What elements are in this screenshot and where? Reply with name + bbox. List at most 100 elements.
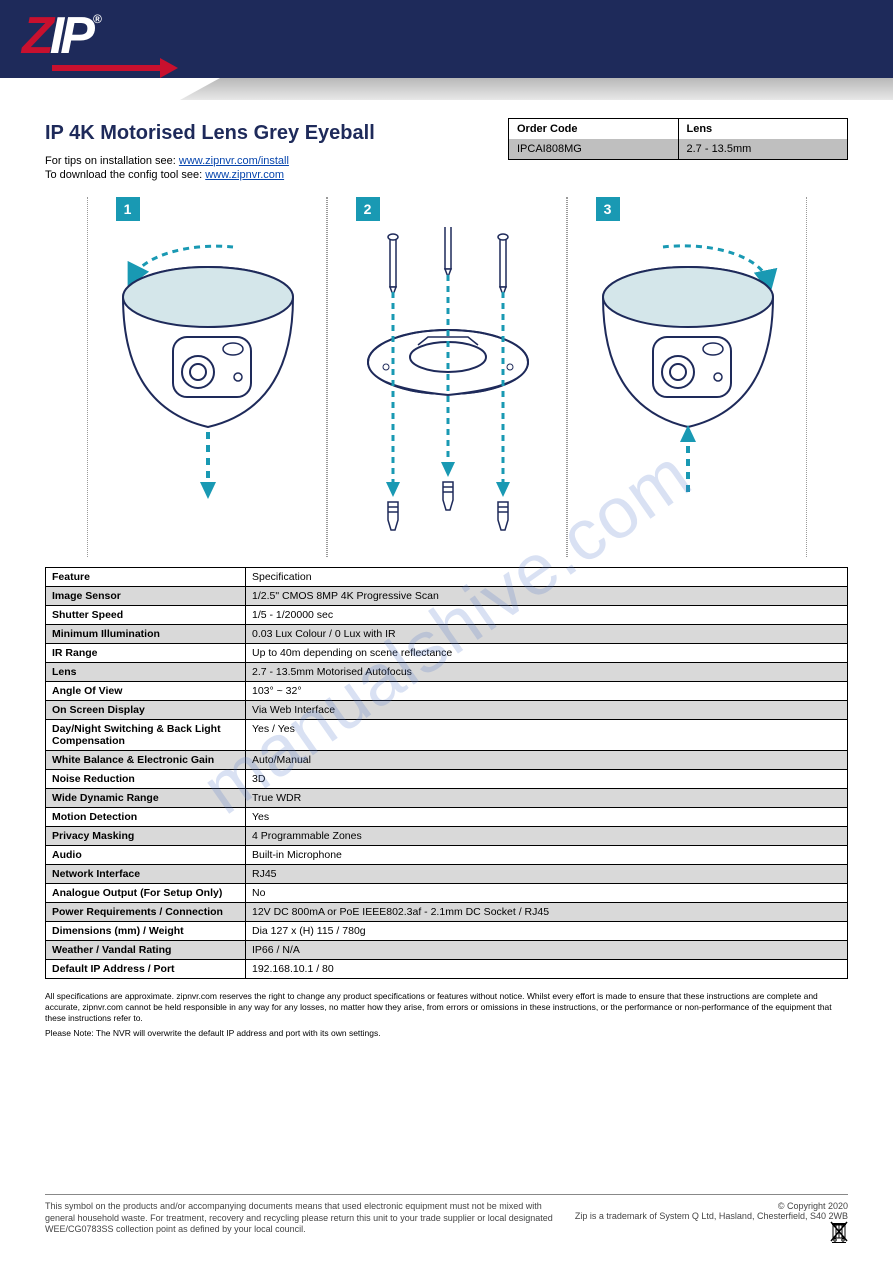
logo-registered: ®	[93, 12, 98, 26]
table-row: Day/Night Switching & Back Light Compens…	[46, 720, 848, 751]
spec-feature-cell: Audio	[46, 846, 246, 865]
table-row: Network InterfaceRJ45	[46, 865, 848, 884]
footnote-2: Please Note: The NVR will overwrite the …	[45, 1028, 848, 1039]
spec-feature-cell: Power Requirements / Connection	[46, 903, 246, 922]
spec-feature-cell: Privacy Masking	[46, 827, 246, 846]
tips-link[interactable]: www.zipnvr.com/install	[179, 155, 289, 167]
spec-value-cell: 2.7 - 13.5mm Motorised Autofocus	[246, 663, 848, 682]
table-row: Minimum Illumination0.03 Lux Colour / 0 …	[46, 625, 848, 644]
table-row: On Screen DisplayVia Web Interface	[46, 701, 848, 720]
links-block: For tips on installation see: www.zipnvr…	[45, 155, 375, 181]
title-and-links: IP 4K Motorised Lens Grey Eyeball For ti…	[45, 118, 375, 183]
download-link[interactable]: www.zipnvr.com	[205, 169, 284, 181]
order-head-code: Order Code	[509, 119, 679, 139]
logo-ip: IP	[50, 7, 91, 65]
spec-value-cell: IP66 / N/A	[246, 941, 848, 960]
table-row: Privacy Masking4 Programmable Zones	[46, 827, 848, 846]
spec-feature-cell: Motion Detection	[46, 808, 246, 827]
table-row: Image Sensor1/2.5" CMOS 8MP 4K Progressi…	[46, 587, 848, 606]
order-lens-value: 2.7 - 13.5mm	[679, 139, 848, 159]
spec-value-cell: Specification	[246, 568, 848, 587]
footer-right: © Copyright 2020 Zip is a trademark of S…	[575, 1201, 848, 1245]
logo-z: Z	[22, 7, 50, 65]
spec-feature-cell: Day/Night Switching & Back Light Compens…	[46, 720, 246, 751]
download-link-line: To download the config tool see: www.zip…	[45, 169, 375, 181]
spec-feature-cell: White Balance & Electronic Gain	[46, 751, 246, 770]
spec-value-cell: 1/5 - 1/20000 sec	[246, 606, 848, 625]
mount-diagram-2-icon	[328, 227, 568, 547]
table-row: FeatureSpecification	[46, 568, 848, 587]
spec-value-cell: 0.03 Lux Colour / 0 Lux with IR	[246, 625, 848, 644]
footer-notes: All specifications are approximate. zipn…	[45, 991, 848, 1039]
download-link-label: To download the config tool see:	[45, 169, 205, 181]
step-badge-3: 3	[596, 197, 620, 221]
spec-feature-cell: Wide Dynamic Range	[46, 789, 246, 808]
footer-zip-line: Zip is a trademark of System Q Ltd, Hasl…	[575, 1211, 848, 1221]
logo-arrow-icon	[52, 60, 182, 76]
step-badge-1: 1	[116, 197, 140, 221]
spec-feature-cell: Default IP Address / Port	[46, 960, 246, 979]
installation-figure: 1 2	[87, 197, 807, 557]
spec-value-cell: True WDR	[246, 789, 848, 808]
table-row: Power Requirements / Connection12V DC 80…	[46, 903, 848, 922]
spec-feature-cell: Feature	[46, 568, 246, 587]
spec-value-cell: Built-in Microphone	[246, 846, 848, 865]
order-value-row: IPCAI808MG 2.7 - 13.5mm	[509, 139, 847, 159]
table-row: Angle Of View103° ~ 32°	[46, 682, 848, 701]
spec-value-cell: Via Web Interface	[246, 701, 848, 720]
page-content: IP 4K Motorised Lens Grey Eyeball For ti…	[0, 100, 893, 1039]
spec-feature-cell: Network Interface	[46, 865, 246, 884]
spec-value-cell: 103° ~ 32°	[246, 682, 848, 701]
table-row: Noise Reduction3D	[46, 770, 848, 789]
table-row: Weather / Vandal RatingIP66 / N/A	[46, 941, 848, 960]
spec-value-cell: 192.168.10.1 / 80	[246, 960, 848, 979]
spec-feature-cell: IR Range	[46, 644, 246, 663]
spec-feature-cell: Lens	[46, 663, 246, 682]
table-row: IR RangeUp to 40m depending on scene ref…	[46, 644, 848, 663]
figure-step-2: 2	[327, 197, 567, 557]
camera-diagram-1-icon	[88, 227, 328, 547]
table-row: Default IP Address / Port192.168.10.1 / …	[46, 960, 848, 979]
table-row: Wide Dynamic RangeTrue WDR	[46, 789, 848, 808]
spec-value-cell: Auto/Manual	[246, 751, 848, 770]
table-row: Lens2.7 - 13.5mm Motorised Autofocus	[46, 663, 848, 682]
spec-value-cell: Up to 40m depending on scene reflectance	[246, 644, 848, 663]
weee-bin-icon	[830, 1221, 848, 1245]
table-row: Analogue Output (For Setup Only)No	[46, 884, 848, 903]
order-code-box: Order Code Lens IPCAI808MG 2.7 - 13.5mm	[508, 118, 848, 160]
spec-feature-cell: Shutter Speed	[46, 606, 246, 625]
step-badge-2: 2	[356, 197, 380, 221]
spec-feature-cell: Image Sensor	[46, 587, 246, 606]
table-row: AudioBuilt-in Microphone	[46, 846, 848, 865]
order-code-value: IPCAI808MG	[509, 139, 679, 159]
header-band: ZIP®	[0, 0, 893, 100]
table-row: Dimensions (mm) / WeightDia 127 x (H) 11…	[46, 922, 848, 941]
figure-step-1: 1	[87, 197, 327, 557]
title-row: IP 4K Motorised Lens Grey Eyeball For ti…	[45, 118, 848, 183]
table-row: White Balance & Electronic GainAuto/Manu…	[46, 751, 848, 770]
order-head-lens: Lens	[679, 119, 848, 139]
footnote-1: All specifications are approximate. zipn…	[45, 991, 848, 1024]
table-row: Shutter Speed1/5 - 1/20000 sec	[46, 606, 848, 625]
spec-feature-cell: Dimensions (mm) / Weight	[46, 922, 246, 941]
footer-disclaimer: This symbol on the products and/or accom…	[45, 1201, 567, 1236]
spec-feature-cell: Minimum Illumination	[46, 625, 246, 644]
spec-feature-cell: On Screen Display	[46, 701, 246, 720]
spec-value-cell: 12V DC 800mA or PoE IEEE802.3af - 2.1mm …	[246, 903, 848, 922]
spec-value-cell: Dia 127 x (H) 115 / 780g	[246, 922, 848, 941]
page-footer: This symbol on the products and/or accom…	[45, 1194, 848, 1245]
footer-copyright: © Copyright 2020	[575, 1201, 848, 1211]
spec-feature-cell: Angle Of View	[46, 682, 246, 701]
spec-value-cell: 1/2.5" CMOS 8MP 4K Progressive Scan	[246, 587, 848, 606]
order-head-row: Order Code Lens	[509, 119, 847, 139]
table-row: Motion DetectionYes	[46, 808, 848, 827]
spec-value-cell: RJ45	[246, 865, 848, 884]
spec-feature-cell: Noise Reduction	[46, 770, 246, 789]
tips-link-line: For tips on installation see: www.zipnvr…	[45, 155, 375, 167]
spec-value-cell: No	[246, 884, 848, 903]
spec-table: FeatureSpecificationImage Sensor1/2.5" C…	[45, 567, 848, 979]
zip-logo: ZIP®	[22, 6, 182, 81]
spec-feature-cell: Weather / Vandal Rating	[46, 941, 246, 960]
spec-value-cell: 4 Programmable Zones	[246, 827, 848, 846]
product-title: IP 4K Motorised Lens Grey Eyeball	[45, 122, 375, 145]
